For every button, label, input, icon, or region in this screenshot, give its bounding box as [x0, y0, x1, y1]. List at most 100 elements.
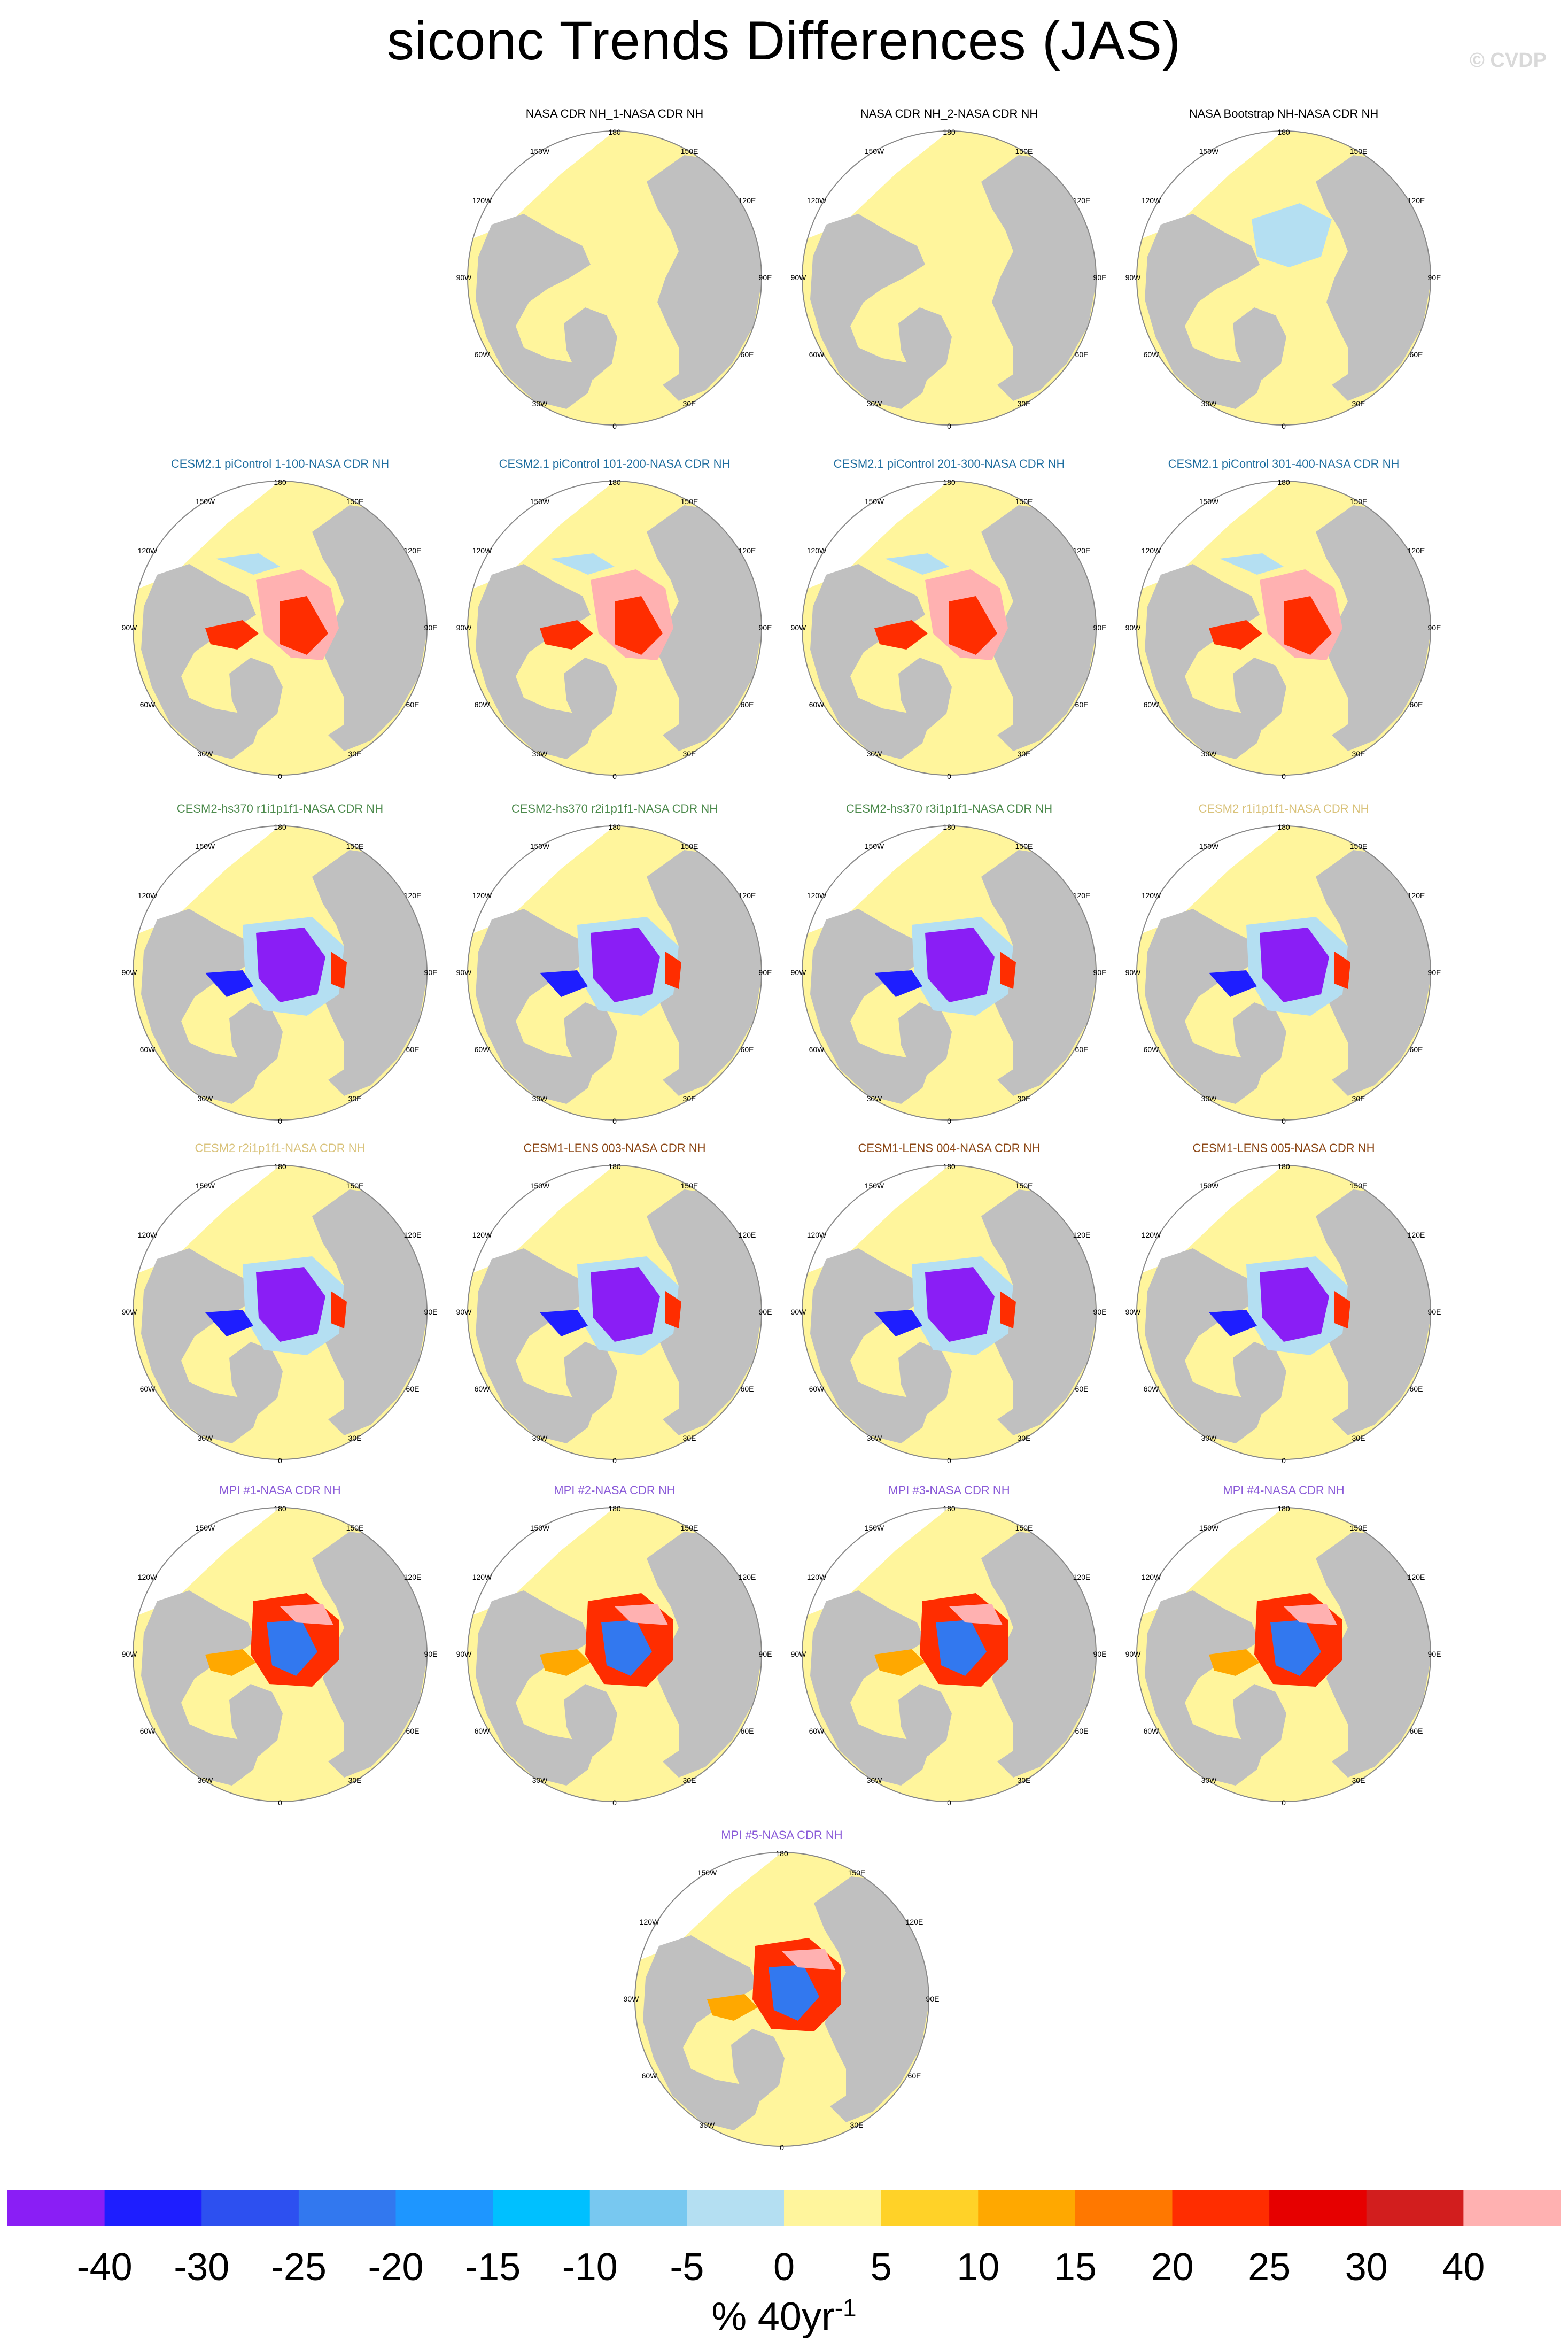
panel-title: CESM2-hs370 r1i1p1f1-NASA CDR NH	[176, 802, 384, 815]
map-panel: CESM1-LENS 004-NASA CDR NH 180 150W 150E 120…	[789, 1141, 1109, 1473]
longitude-label: 90E	[1093, 1308, 1107, 1316]
colorbar-bin	[1075, 2190, 1173, 2226]
sea-ice-trend-patch	[591, 928, 660, 1002]
longitude-label: 0	[1282, 422, 1286, 430]
colorbar-bin	[1269, 2190, 1367, 2226]
longitude-label: 30E	[850, 2121, 864, 2129]
land-mass-americas	[476, 214, 594, 409]
panel-title: MPI #4-NASA CDR NH	[1223, 1483, 1345, 1497]
longitude-label: 90W	[456, 968, 472, 977]
sea-ice-trend-patch	[936, 1620, 987, 1676]
map-panel: CESM2-hs370 r2i1p1f1-NASA CDR NH 180 150W 1…	[454, 802, 775, 1133]
panel-title: CESM2 r2i1p1f1-NASA CDR NH	[195, 1141, 366, 1155]
longitude-label: 90E	[424, 968, 438, 977]
colorbar-bin	[881, 2190, 979, 2226]
longitude-label: 180	[608, 823, 621, 831]
longitude-label: 150W	[1199, 147, 1219, 156]
map-border	[133, 481, 428, 776]
longitude-label: 30W	[1201, 1434, 1217, 1442]
sea-ice-trend-patch	[665, 1291, 681, 1328]
longitude-label: 60E	[406, 1727, 420, 1735]
longitude-label: 150E	[681, 1181, 698, 1190]
panel-title: CESM2.1 piControl 1-100-NASA CDR NH	[170, 457, 390, 470]
polar-map: 180 150W 150E 120W 120E 90W 90E 60W 60E 30W 30E 0	[1125, 823, 1441, 1125]
longitude-label: 120E	[1073, 1573, 1091, 1581]
land-mass-americas	[476, 909, 594, 1104]
colorbar-bin	[1172, 2190, 1270, 2226]
longitude-label: 150W	[865, 1181, 884, 1190]
sea-ice-trend-patch	[769, 1965, 819, 2021]
map-border	[802, 1507, 1097, 1802]
longitude-label: 60W	[642, 2072, 658, 2080]
map-panel: MPI #3-NASA CDR NH 180 150W 150E 120W 120E 90W…	[789, 1483, 1109, 1815]
longitude-label: 90E	[926, 1995, 940, 2003]
longitude-label: 30W	[198, 1776, 214, 1784]
longitude-label: 150W	[196, 1181, 215, 1190]
longitude-label: 0	[947, 422, 951, 430]
sea-ice-trend-patch	[540, 620, 593, 650]
colorbar-bin	[978, 2190, 1076, 2226]
longitude-label: 150E	[681, 842, 698, 851]
sea-ice-trend-patch	[540, 970, 588, 997]
longitude-label: 120W	[807, 1231, 827, 1239]
land-mass-eurasia	[1316, 850, 1431, 1096]
sea-ice-trend-patch	[205, 1649, 256, 1676]
longitude-label: 120W	[640, 1918, 659, 1926]
longitude-label: 180	[608, 1162, 621, 1171]
longitude-label: 60E	[741, 1727, 754, 1735]
longitude-label: 0	[278, 1456, 282, 1465]
map-panel: CESM1-LENS 005-NASA CDR NH 180 150W 150E 120…	[1123, 1141, 1444, 1473]
colorbar-tick-label: 0	[773, 2246, 795, 2289]
longitude-label: 180	[1277, 823, 1290, 831]
polar-map: 180 150W 150E 120W 120E 90W 90E 60W 60E 30W 30E 0	[456, 1504, 772, 1807]
longitude-label: 60E	[1075, 350, 1089, 359]
longitude-label: 30E	[348, 1094, 362, 1103]
land-mass-americas	[476, 564, 594, 759]
map-border	[133, 1165, 428, 1460]
polar-map: 180 150W 150E 120W 120E 90W 90E 60W 60E 30W 30E 0	[791, 128, 1107, 430]
polar-map: 180 150W 150E 120W 120E 90W 90E 60W 60E 30W 30E 0	[624, 1849, 940, 2152]
longitude-label: 120E	[1408, 891, 1425, 900]
credit-watermark: © CVDP	[1469, 49, 1547, 72]
polar-map: 180 150W 150E 120W 120E 90W 90E 60W 60E 30W 30E 0	[791, 823, 1107, 1125]
longitude-label: 0	[612, 1798, 617, 1807]
colorbar-bin	[201, 2190, 299, 2226]
longitude-label: 180	[1277, 1162, 1290, 1171]
land-mass-americas	[643, 1935, 762, 2130]
longitude-label: 90E	[424, 623, 438, 632]
polar-map: 180 150W 150E 120W 120E 90W 90E 60W 60E 30W 30E 0	[1125, 128, 1441, 430]
longitude-label: 90W	[456, 1650, 472, 1658]
longitude-label: 180	[1277, 128, 1290, 136]
longitude-label: 0	[612, 1117, 617, 1125]
longitude-label: 90E	[1093, 1650, 1107, 1658]
longitude-label: 30W	[867, 399, 883, 408]
longitude-label: 30W	[198, 1434, 214, 1442]
panel-title: NASA CDR NH_1-NASA CDR NH	[525, 107, 704, 120]
colorbar-tick-label: -40	[76, 2246, 133, 2289]
land-mass-americas	[476, 1248, 594, 1443]
sea-ice-trend-patch	[874, 1310, 922, 1336]
map-panel: NASA CDR NH_2-NASA CDR NH 180 150W 150E 120W…	[789, 107, 1109, 438]
longitude-label: 30E	[1018, 749, 1031, 758]
longitude-label: 60W	[1144, 700, 1160, 709]
map-panel: MPI #5-NASA CDR NH 180 150W 150E 120W 120E 90W…	[622, 1828, 942, 2160]
longitude-label: 90W	[456, 1308, 472, 1316]
longitude-label: 120W	[472, 891, 492, 900]
sea-ice-trend-patch	[665, 952, 681, 989]
map-border	[467, 1165, 762, 1460]
longitude-label: 150E	[346, 842, 364, 851]
land-mass-eurasia	[1316, 505, 1431, 751]
longitude-label: 150E	[1350, 1524, 1368, 1532]
longitude-label: 150E	[1015, 147, 1033, 156]
longitude-label: 150E	[346, 1524, 364, 1532]
longitude-label: 150E	[848, 1868, 866, 1877]
panel-title: NASA Bootstrap NH-NASA CDR NH	[1189, 107, 1379, 120]
longitude-label: 150W	[196, 842, 215, 851]
land-mass-eurasia	[1316, 1532, 1431, 1778]
longitude-label: 90W	[456, 623, 472, 632]
longitude-label: 120W	[807, 891, 827, 900]
map-border	[634, 1852, 929, 2147]
land-mass-americas	[141, 564, 260, 759]
longitude-label: 150W	[697, 1868, 717, 1877]
longitude-label: 150E	[1350, 842, 1368, 851]
